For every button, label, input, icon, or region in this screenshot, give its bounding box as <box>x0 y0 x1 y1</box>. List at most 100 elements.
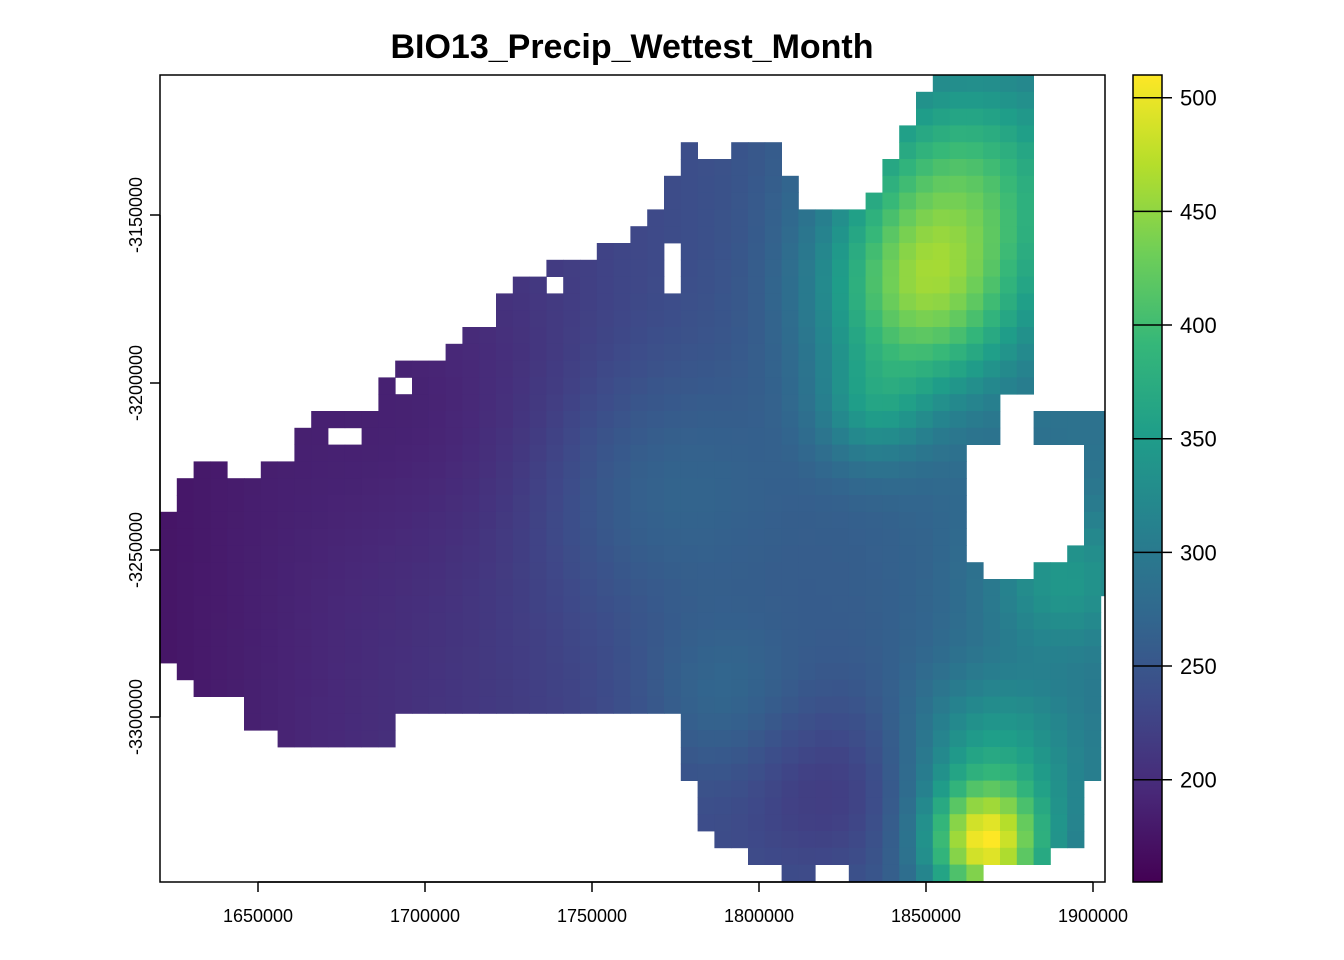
raster-cell <box>714 696 732 714</box>
raster-cell <box>412 511 430 529</box>
raster-cell <box>462 696 480 714</box>
raster-cell <box>983 595 1001 613</box>
raster-cell <box>798 545 816 563</box>
raster-cell <box>294 461 312 479</box>
raster-cell <box>882 763 900 781</box>
raster-cell <box>496 377 514 395</box>
raster-cell <box>781 831 799 849</box>
raster-cell <box>949 427 967 445</box>
raster-cell <box>1016 243 1034 261</box>
raster-cell <box>462 562 480 580</box>
raster-cell <box>462 377 480 395</box>
raster-cell <box>344 713 362 731</box>
raster-cell <box>378 478 396 496</box>
raster-cell <box>966 763 984 781</box>
raster-cell <box>664 209 682 227</box>
raster-cell <box>949 679 967 697</box>
raster-cell <box>865 511 883 529</box>
raster-cell <box>949 629 967 647</box>
raster-cell <box>596 545 614 563</box>
raster-cell <box>916 847 934 865</box>
raster-cell <box>764 327 782 345</box>
raster-cell <box>647 411 665 429</box>
raster-cell <box>748 394 766 412</box>
raster-cell <box>832 226 850 244</box>
raster-cell <box>361 629 379 647</box>
raster-cell <box>815 461 833 479</box>
raster-cell <box>680 713 698 731</box>
raster-cell <box>916 276 934 294</box>
raster-cell <box>983 730 1001 748</box>
raster-cell <box>731 495 749 513</box>
raster-cell <box>832 562 850 580</box>
raster-cell <box>815 797 833 815</box>
raster-cell <box>613 528 631 546</box>
raster-cell <box>1016 125 1034 143</box>
raster-cell <box>647 663 665 681</box>
raster-cell <box>764 293 782 311</box>
raster-cell <box>714 612 732 630</box>
raster-cell <box>882 612 900 630</box>
raster-cell <box>680 411 698 429</box>
raster-cell <box>731 226 749 244</box>
raster-cell <box>1067 562 1085 580</box>
raster-cell <box>966 612 984 630</box>
raster-cell <box>714 679 732 697</box>
raster-cell <box>428 545 446 563</box>
raster-cell <box>344 595 362 613</box>
raster-cell <box>1050 629 1068 647</box>
raster-cell <box>512 394 530 412</box>
raster-cell <box>916 612 934 630</box>
raster-cell <box>260 579 278 597</box>
raster-cell <box>848 864 866 882</box>
raster-cell <box>596 646 614 664</box>
raster-cell <box>479 696 497 714</box>
raster-cell <box>445 696 463 714</box>
raster-cell <box>613 427 631 445</box>
raster-cell <box>647 461 665 479</box>
raster-cell <box>748 780 766 798</box>
raster-cell <box>664 495 682 513</box>
raster-cell <box>512 293 530 311</box>
raster-cell <box>412 679 430 697</box>
raster-cell <box>1000 629 1018 647</box>
raster-cell <box>764 209 782 227</box>
raster-cell <box>210 528 228 546</box>
raster-cell <box>613 696 631 714</box>
raster-cell <box>798 847 816 865</box>
raster-cell <box>899 175 917 193</box>
raster-cell <box>764 629 782 647</box>
raster-cell <box>764 847 782 865</box>
x-tick-label: 1800000 <box>724 906 794 926</box>
raster-cell <box>697 679 715 697</box>
raster-cell <box>748 511 766 529</box>
raster-cell <box>748 730 766 748</box>
raster-cell <box>227 579 245 597</box>
raster-cell <box>1016 579 1034 597</box>
raster-cell <box>798 831 816 849</box>
raster-cell <box>563 259 581 277</box>
raster-cell <box>848 293 866 311</box>
raster-cell <box>361 696 379 714</box>
raster-cell <box>664 343 682 361</box>
raster-cell <box>731 545 749 563</box>
raster-cell <box>983 679 1001 697</box>
raster-cell <box>596 394 614 412</box>
raster-cell <box>462 411 480 429</box>
raster-cell <box>580 612 598 630</box>
raster-cell <box>412 663 430 681</box>
raster-cell <box>311 663 329 681</box>
raster-cell <box>882 847 900 865</box>
raster-cell <box>412 427 430 445</box>
raster-cell <box>764 747 782 765</box>
raster-cell <box>832 394 850 412</box>
raster-cell <box>1084 646 1102 664</box>
raster-cell <box>378 444 396 462</box>
raster-cell <box>899 713 917 731</box>
raster-cell <box>1016 595 1034 613</box>
raster-cell <box>1084 679 1102 697</box>
raster-cell <box>1033 763 1051 781</box>
raster-cell <box>176 495 194 513</box>
raster-cell <box>865 259 883 277</box>
raster-cell <box>848 394 866 412</box>
